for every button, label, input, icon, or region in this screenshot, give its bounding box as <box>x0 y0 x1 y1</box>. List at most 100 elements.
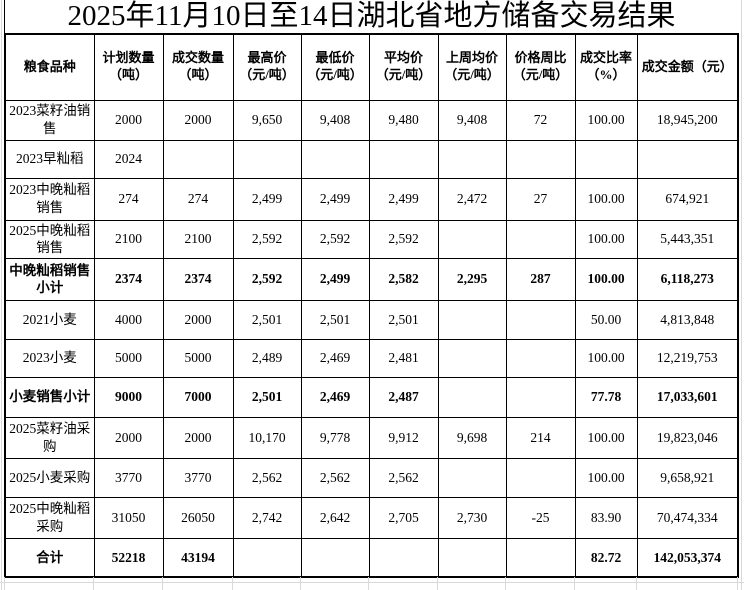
column-header-unit: （元/吨） <box>375 67 432 83</box>
cell <box>232 139 302 179</box>
cell: 2,730 <box>437 496 507 539</box>
column-header-label: 计划数量 <box>102 50 155 66</box>
cell: 2,582 <box>368 257 439 301</box>
trade-results-table: 粮食品种 计划数量 （吨） 成交数量 （吨） 最高价 （元/吨） 最低价 （元/吨） 平均价 （元/… <box>4 33 739 579</box>
column-header-label: 成交金额（元） <box>641 58 733 74</box>
row-label: 2023早籼稻 <box>4 139 95 179</box>
cell: 274 <box>93 177 164 221</box>
cell: 2000 <box>162 416 234 459</box>
cell <box>505 299 576 340</box>
cell: 5,443,351 <box>636 219 739 259</box>
cell: 2,487 <box>368 376 439 418</box>
cell: 2,562 <box>232 457 302 498</box>
column-header-label: 价格周比 <box>514 50 567 66</box>
cell: 9000 <box>93 376 164 418</box>
cell: 18,945,200 <box>636 99 739 141</box>
cell <box>574 139 638 179</box>
cell: 100.00 <box>574 99 638 141</box>
gridline <box>232 577 233 590</box>
cell: 2,592 <box>368 219 439 259</box>
cell <box>162 139 234 179</box>
cell: 100.00 <box>574 219 638 259</box>
cell: 6,118,273 <box>636 257 739 301</box>
row-label: 2025中晚籼稻采购 <box>4 496 95 539</box>
cell <box>437 376 507 418</box>
row-label: 2021小麦 <box>4 299 95 340</box>
row-label: 小麦销售小计 <box>4 376 95 418</box>
cell <box>437 139 507 179</box>
cell: 83.90 <box>574 496 638 539</box>
cell: 2,592 <box>232 219 302 259</box>
gridline <box>636 577 637 590</box>
cell: 9,650 <box>232 99 302 141</box>
cell: 77.78 <box>574 376 638 418</box>
cell <box>636 139 739 179</box>
column-header-6: 上周均价 （元/吨） <box>437 33 507 101</box>
gridline <box>300 577 301 590</box>
cell: 10,170 <box>232 416 302 459</box>
cell: 142,053,374 <box>636 537 739 578</box>
cell: 2,501 <box>300 299 370 340</box>
page-title: 2025年11月10日至14日湖北省地方储备交易结果 <box>4 0 738 33</box>
cell: 2,472 <box>437 177 507 221</box>
cell: 17,033,601 <box>636 376 739 418</box>
table-row: 中晚籼稻销售小计 2374 2374 2,592 2,499 2,582 2,295 287 1… <box>4 257 739 301</box>
gridline <box>0 582 744 583</box>
column-header-4: 最低价 （元/吨） <box>300 33 370 101</box>
cell: 2,562 <box>368 457 439 498</box>
table-row: 2021小麦 4000 2000 2,501 2,501 2,501 50.00 4,813,… <box>4 299 739 340</box>
row-label: 2023中晚籼稻销售 <box>4 177 95 221</box>
cell <box>505 139 576 179</box>
cell: 50.00 <box>574 299 638 340</box>
cell: 7000 <box>162 376 234 418</box>
column-header-unit: （%） <box>586 67 626 83</box>
gridline <box>4 577 5 590</box>
gridline <box>505 577 506 590</box>
gridline <box>437 577 438 590</box>
cell <box>505 376 576 418</box>
row-label: 2025小麦采购 <box>4 457 95 498</box>
cell: 214 <box>505 416 576 459</box>
cell: 2000 <box>162 299 234 340</box>
column-header-label: 最高价 <box>247 50 287 66</box>
column-header-label: 平均价 <box>383 50 423 66</box>
cell: 70,474,334 <box>636 496 739 539</box>
cell: 100.00 <box>574 338 638 378</box>
column-header-label: 上周均价 <box>445 50 498 66</box>
table-row: 2023中晚籼稻销售 274 274 2,499 2,499 2,499 2,472 27 10… <box>4 177 739 221</box>
cell: 43194 <box>162 537 234 578</box>
cell: 100.00 <box>574 416 638 459</box>
cell: 2,481 <box>368 338 439 378</box>
gridline <box>1 0 2 590</box>
row-label: 2025中晚籼稻销售 <box>4 219 95 259</box>
column-header-label: 粮食品种 <box>23 58 76 74</box>
cell: 2,642 <box>300 496 370 539</box>
cell: 2,742 <box>232 496 302 539</box>
cell: -25 <box>505 496 576 539</box>
cell <box>232 537 302 578</box>
row-label: 2023小麦 <box>4 338 95 378</box>
cell: 9,408 <box>437 99 507 141</box>
cell: 100.00 <box>574 177 638 221</box>
gridline <box>741 0 742 590</box>
cell: 2,592 <box>232 257 302 301</box>
cell <box>368 139 439 179</box>
cell: 9,698 <box>437 416 507 459</box>
column-header-label: 最低价 <box>315 50 355 66</box>
cell: 100.00 <box>574 257 638 301</box>
cell <box>437 338 507 378</box>
cell: 5000 <box>93 338 164 378</box>
table-row: 2023早籼稻 2024 <box>4 139 739 179</box>
cell: 82.72 <box>574 537 638 578</box>
cell: 2,501 <box>232 299 302 340</box>
cell: 2,499 <box>300 177 370 221</box>
cell: 2,705 <box>368 496 439 539</box>
column-header-unit: （元/吨） <box>239 67 295 83</box>
column-header-1: 计划数量 （吨） <box>93 33 164 101</box>
cell <box>505 219 576 259</box>
cell: 26050 <box>162 496 234 539</box>
cell: 31050 <box>93 496 164 539</box>
cell: 4000 <box>93 299 164 340</box>
cell: 9,408 <box>300 99 370 141</box>
